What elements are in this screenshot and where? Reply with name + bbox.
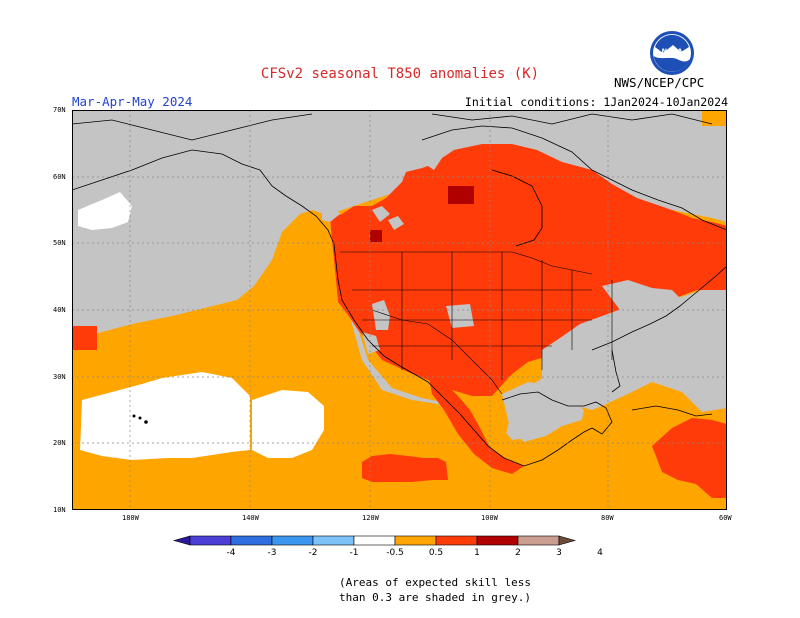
lat-label-10n: 10N bbox=[53, 506, 66, 514]
warm-anomaly-red-mexico bbox=[362, 454, 448, 482]
grey-patch-west bbox=[362, 206, 474, 354]
colorbar-legend: -4 -3 -2 -1 -0.5 0.5 1 2 3 4 bbox=[172, 535, 603, 558]
neutral-white-alaska bbox=[78, 192, 132, 230]
colorbar-arrow-left bbox=[172, 535, 191, 546]
initial-conditions-label: Initial conditions: 1Jan2024-10Jan2024 bbox=[464, 95, 728, 109]
colorbar-arrow-right bbox=[558, 535, 577, 546]
colorbar-segment bbox=[189, 535, 232, 546]
colorbar-tick-label: 0.5 bbox=[429, 548, 443, 558]
colorbar-tick-label: -3 bbox=[268, 548, 277, 558]
agency-label: NWS/NCEP/CPC bbox=[614, 75, 705, 90]
logo-text: NOAA bbox=[662, 47, 683, 55]
warm-anomaly-red-region bbox=[330, 144, 727, 396]
lat-label-70n: 70N bbox=[53, 106, 66, 114]
lon-label-180w: 180W bbox=[122, 514, 139, 522]
lat-label-40n: 40N bbox=[53, 306, 66, 314]
colorbar-tick-label: 2 bbox=[515, 548, 521, 558]
colorbar-segment bbox=[353, 535, 396, 546]
noaa-logo-icon: NOAA bbox=[650, 31, 694, 75]
lon-label-120w: 120W bbox=[362, 514, 379, 522]
lon-label-140w: 140W bbox=[242, 514, 259, 522]
warm-anomaly-red-pacific-edge bbox=[72, 326, 97, 350]
grey-patch-southeast-us bbox=[542, 294, 668, 406]
warm-anomaly-red-caribbean bbox=[652, 418, 727, 498]
season-label: Mar-Apr-May 2024 bbox=[72, 94, 193, 109]
warm-anomaly-red-mexico-coast bbox=[428, 372, 524, 474]
map-title: CFSv2 seasonal T850 anomalies (K) bbox=[260, 66, 540, 82]
neutral-white-eastpacific bbox=[252, 390, 324, 458]
colorbar-segment bbox=[312, 535, 355, 546]
lat-label-30n: 30N bbox=[53, 373, 66, 381]
grey-patch-gulf bbox=[502, 382, 584, 442]
colorbar-tick-label: 1 bbox=[474, 548, 480, 558]
map-frame bbox=[72, 110, 727, 510]
colorbar-segment bbox=[476, 535, 519, 546]
graticule bbox=[72, 110, 727, 510]
colorbar-tick-label: -2 bbox=[309, 548, 318, 558]
warm-anomaly-orange-atlantic bbox=[702, 110, 727, 126]
colorbar-tick-label: 4 bbox=[597, 548, 603, 558]
warm-anomaly-darkred-spot-hudson bbox=[448, 186, 474, 204]
neutral-white-pacific bbox=[80, 372, 250, 460]
colorbar-segment bbox=[435, 535, 478, 546]
colorbar-tick-label: -0.5 bbox=[386, 548, 404, 558]
lat-label-60n: 60N bbox=[53, 173, 66, 181]
warm-anomaly-darkred-spot-west bbox=[370, 230, 382, 242]
lon-label-100w: 100W bbox=[481, 514, 498, 522]
coastlines bbox=[72, 113, 727, 467]
hawaiian-islands bbox=[132, 414, 148, 424]
anomaly-map bbox=[72, 110, 727, 510]
colorbar-tick-label: -1 bbox=[350, 548, 359, 558]
footnote-line-1: (Areas of expected skill less bbox=[338, 576, 532, 589]
lat-label-50n: 50N bbox=[53, 239, 66, 247]
lon-label-60w: 60W bbox=[719, 514, 732, 522]
lat-label-20n: 20N bbox=[53, 439, 66, 447]
political-borders bbox=[340, 251, 613, 395]
colorbar-segment bbox=[517, 535, 560, 546]
grey-patch-northeast bbox=[602, 280, 682, 310]
colorbar-tick-label: -4 bbox=[227, 548, 236, 558]
colorbar-segment bbox=[271, 535, 314, 546]
footnote-line-2: than 0.3 are shaded in grey.) bbox=[338, 591, 532, 604]
colorbar-tick-label: 3 bbox=[556, 548, 562, 558]
grey-patch-north-pacific-coast bbox=[322, 206, 340, 222]
lon-label-80w: 80W bbox=[601, 514, 614, 522]
colorbar-segment bbox=[230, 535, 273, 546]
colorbar-segment bbox=[394, 535, 437, 546]
